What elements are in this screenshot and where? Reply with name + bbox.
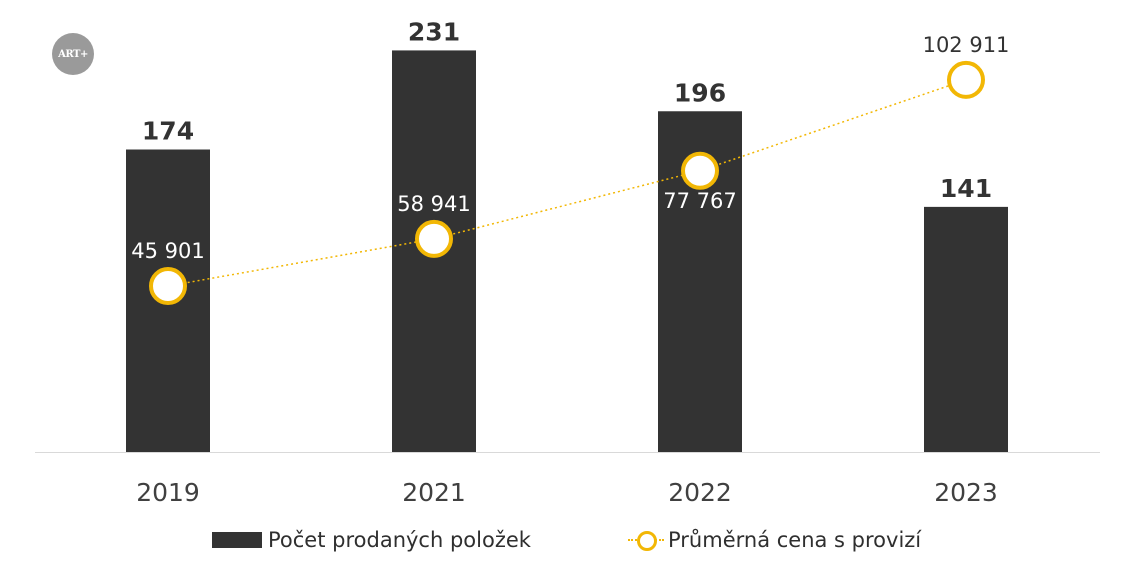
price-point-2019	[149, 267, 187, 306]
bar-value-label: 141	[940, 174, 992, 203]
bar-value-label: 231	[408, 17, 460, 46]
x-tick-label: 2019	[136, 478, 200, 507]
price-value-label: 77 767	[663, 189, 736, 213]
price-point-2022	[681, 151, 719, 190]
legend: Počet prodaných položek Průměrná cena s …	[0, 524, 1135, 556]
price-point-2023	[947, 60, 985, 99]
legend-line-swatch	[628, 529, 664, 551]
legend-label-line: Průměrná cena s provizí	[668, 528, 922, 552]
price-point-2021	[415, 219, 453, 258]
x-tick-label: 2022	[668, 478, 732, 507]
price-line	[167, 79, 967, 287]
x-tick-label: 2021	[402, 478, 466, 507]
legend-item-bar: Počet prodaných položek	[212, 524, 531, 556]
legend-label-bar: Počet prodaných položek	[268, 528, 531, 552]
legend-item-line: Průměrná cena s provizí	[628, 524, 921, 556]
x-tick-label: 2023	[934, 478, 998, 507]
price-value-label: 58 941	[397, 192, 470, 216]
chart-svg: 174 231 196 141 2019 2021 2022 2023 45 901 58 941…	[35, 17, 1100, 507]
price-value-label: 102 911	[923, 33, 1010, 57]
bar-2023	[924, 206, 1008, 452]
legend-bar-swatch	[212, 532, 262, 548]
logo-text: ART+	[58, 48, 88, 60]
bar-value-label: 196	[674, 78, 726, 107]
price-value-label: 45 901	[131, 239, 204, 263]
bar-value-label: 174	[142, 117, 194, 146]
art-plus-logo: ART+	[52, 33, 94, 75]
